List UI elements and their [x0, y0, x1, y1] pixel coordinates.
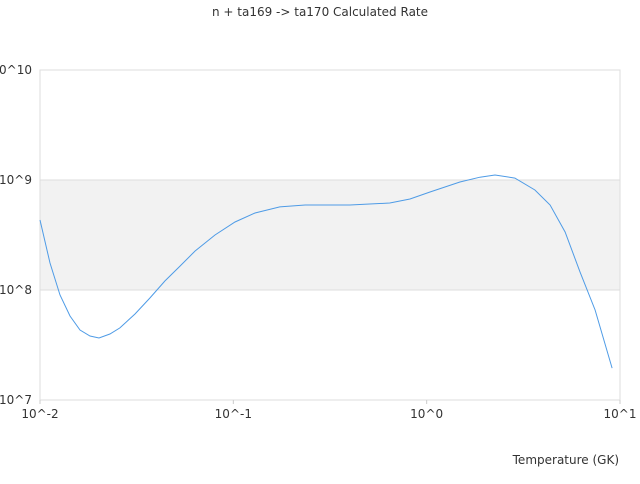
x-tick-label: 10^1 — [604, 407, 637, 421]
chart-title: n + ta169 -> ta170 Calculated Rate — [212, 5, 428, 19]
x-tick-label: 10^0 — [410, 407, 443, 421]
data-line — [39, 174, 613, 369]
x-tick-label: 10^-2 — [21, 407, 58, 421]
y-tick-label: 10^10 — [0, 63, 32, 77]
grid-band — [40, 180, 620, 290]
y-tick-label: 10^8 — [0, 283, 32, 297]
y-tick-label: 10^7 — [0, 393, 32, 407]
x-tick-label: 10^-1 — [215, 407, 252, 421]
x-axis-label: Temperature (GK) — [512, 453, 619, 467]
y-tick-label: 10^9 — [0, 173, 32, 187]
